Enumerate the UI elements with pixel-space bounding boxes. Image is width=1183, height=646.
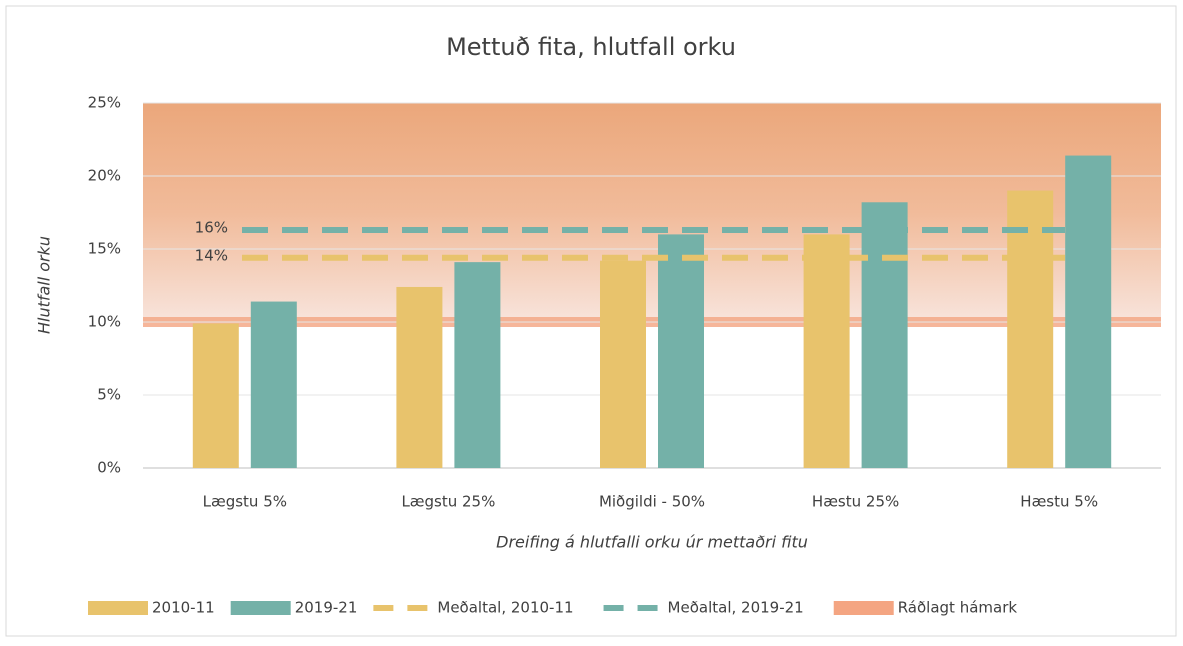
y-tick-label: 10% (88, 313, 121, 331)
x-tick-label: Hæstu 25% (812, 493, 899, 511)
legend-swatch (88, 601, 148, 615)
legend-label: 2019-21 (295, 599, 358, 617)
mean-label: 16% (195, 219, 228, 237)
y-axis-label: Hlutfall orku (35, 236, 54, 334)
bar (600, 260, 646, 468)
bar (454, 262, 501, 468)
bar (396, 286, 443, 468)
bar (1065, 155, 1112, 468)
y-tick-label: 5% (97, 386, 121, 404)
x-tick-label: Lægstu 5% (203, 493, 287, 511)
legend-label: Meðaltal, 2010-11 (437, 599, 573, 617)
y-tick-label: 25% (88, 94, 121, 112)
bar (803, 234, 850, 468)
x-tick-label: Lægstu 25% (401, 493, 495, 511)
x-tick-label: Miðgildi - 50% (599, 493, 705, 511)
legend-swatch (230, 601, 291, 615)
y-tick-label: 15% (88, 240, 121, 258)
legend-label: 2010-11 (152, 599, 215, 617)
bar (1007, 190, 1054, 468)
bar (658, 234, 704, 468)
chart-title: Mettuð fita, hlutfall orku (446, 33, 736, 61)
mean-label: 14% (195, 246, 228, 264)
y-tick-label: 20% (88, 167, 121, 185)
legend-swatch (833, 601, 894, 615)
bar (861, 202, 908, 468)
bar (250, 301, 297, 468)
x-axis-label: Dreifing á hlutfalli orku úr mettaðri fi… (496, 533, 808, 552)
legend-label: Meðaltal, 2019-21 (668, 599, 804, 617)
x-tick-label: Hæstu 5% (1020, 493, 1098, 511)
limit-zone (143, 103, 1161, 322)
legend-label: Ráðlagt hámark (898, 599, 1018, 617)
bar (192, 323, 239, 468)
y-tick-label: 0% (97, 459, 121, 477)
